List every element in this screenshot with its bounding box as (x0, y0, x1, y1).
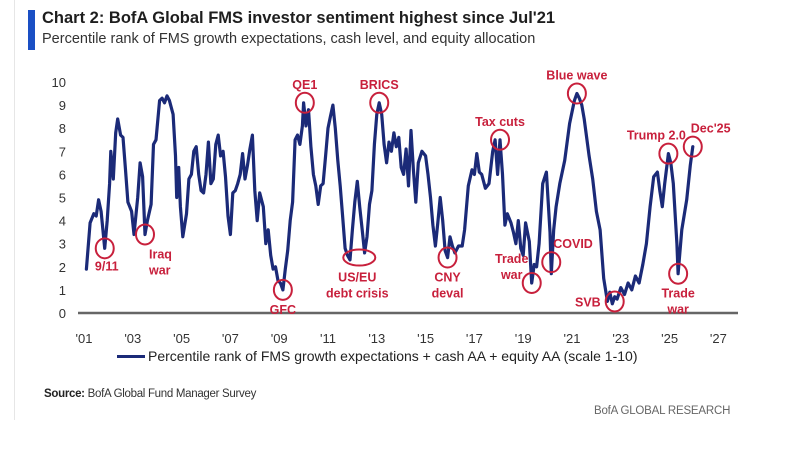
x-tick-label: '01 (76, 331, 93, 346)
x-tick-label: '21 (564, 331, 581, 346)
source-text: BofA Global Fund Manager Survey (87, 388, 257, 400)
annotation-label: US/EU (338, 271, 376, 285)
annotation-circle (541, 251, 562, 274)
x-tick-label: '07 (222, 331, 239, 346)
y-tick-label: 5 (59, 191, 66, 206)
chart-title: Chart 2: BofA Global FMS investor sentim… (42, 9, 556, 27)
annotation-circle (342, 248, 377, 267)
annotation-label: war (666, 303, 689, 317)
x-tick-label: '05 (173, 331, 190, 346)
annotation-label: Iraq (149, 247, 172, 261)
x-tick-label: '13 (368, 331, 385, 346)
annotation-label: Trump 2.0 (627, 129, 686, 143)
annotation-label: CNY (434, 271, 461, 285)
y-tick-label: 9 (59, 98, 66, 113)
brand-label: BofA GLOBAL RESEARCH (594, 405, 731, 417)
annotation-label: GFC (270, 303, 296, 317)
x-tick-label: '03 (124, 331, 141, 346)
annotation-circle (94, 237, 115, 260)
annotation-circle (490, 128, 511, 151)
x-tick-label: '23 (612, 331, 629, 346)
annotation-label: 9/11 (95, 259, 119, 273)
annotation-label: Tax cuts (475, 115, 525, 129)
x-tick-label: '27 (710, 331, 727, 346)
annotation-label: debt crisis (326, 287, 389, 301)
y-tick-label: 4 (59, 214, 66, 229)
annotation-circle (521, 271, 542, 294)
series-line (84, 91, 695, 306)
source-label: Source: (44, 388, 85, 400)
y-axis-ticks: 0 1 2 3 4 5 6 7 8 9 10 (52, 75, 66, 321)
annotation-circle (566, 82, 587, 105)
annotation-label: BRICS (360, 78, 399, 92)
y-tick-label: 0 (59, 306, 66, 321)
legend-label: Percentile rank of FMS growth expectatio… (148, 348, 638, 364)
annotation-label: Trade (661, 287, 694, 301)
annotation-circle (294, 91, 315, 114)
x-tick-label: '15 (417, 331, 434, 346)
annotation-circle (682, 135, 703, 158)
title-accent-bar (28, 10, 35, 50)
x-tick-label: '17 (466, 331, 483, 346)
annotation-label: COVID (553, 237, 593, 251)
x-axis-ticks: '01 '03 '05 '07 '09 '11 '13 '15 '17 '19 '21 '23 '25 '… (76, 331, 727, 346)
annotation-circle (135, 223, 155, 246)
legend: Percentile rank of FMS growth expectatio… (117, 348, 637, 364)
y-tick-label: 10 (52, 75, 66, 90)
annotations: 9/11 Iraq war GFC QE1 US/EU debt crisis BRICS CN… (94, 69, 731, 317)
y-tick-label: 6 (59, 167, 66, 182)
chart-subtitle: Percentile rank of FMS growth expectatio… (42, 31, 536, 47)
annotation-circle (658, 142, 679, 165)
source-note: Source: BofA Global Fund Manager Survey (44, 388, 256, 400)
legend-swatch (117, 354, 145, 358)
annotation-label: war (500, 268, 523, 282)
x-tick-label: '25 (661, 331, 678, 346)
x-tick-label: '09 (271, 331, 288, 346)
annotation-circle (437, 246, 458, 269)
y-tick-label: 2 (59, 260, 66, 275)
annotation-label: Blue wave (546, 69, 607, 83)
annotation-label: Trade (495, 252, 528, 266)
annotation-circle (668, 262, 689, 285)
x-tick-label: '11 (320, 331, 336, 346)
annotation-label: Dec'25 (691, 122, 731, 136)
y-tick-label: 8 (59, 121, 66, 136)
annotation-label: war (148, 263, 171, 277)
annotation-label: QE1 (292, 78, 317, 92)
x-tick-label: '19 (515, 331, 532, 346)
y-tick-label: 1 (59, 283, 66, 298)
y-tick-label: 7 (59, 144, 66, 159)
annotation-circle (604, 290, 625, 313)
annotation-label: SVB (575, 295, 601, 309)
y-tick-label: 3 (59, 237, 66, 252)
annotation-circle (272, 278, 293, 301)
annotation-label: deval (432, 287, 464, 301)
annotation-circle (369, 91, 390, 114)
page-left-rule (14, 0, 15, 420)
